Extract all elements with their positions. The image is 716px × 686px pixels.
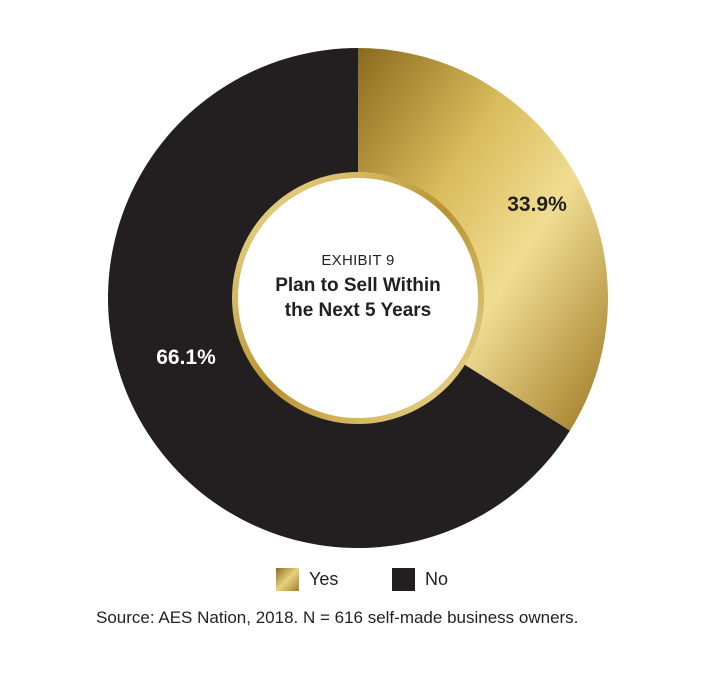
inner-hole bbox=[238, 178, 478, 418]
chart-center-text: EXHIBIT 9 Plan to Sell Within the Next 5… bbox=[258, 252, 458, 323]
legend-label-yes: Yes bbox=[309, 568, 339, 589]
chart-title-line-1: Plan to Sell Within bbox=[275, 275, 441, 296]
legend-swatch-no bbox=[392, 567, 415, 591]
slice-label-no: 66.1% bbox=[156, 346, 216, 369]
legend-item-yes: Yes bbox=[276, 567, 338, 591]
source-note: Source: AES Nation, 2018. N = 616 self-m… bbox=[96, 608, 579, 627]
exhibit-label: EXHIBIT 9 bbox=[321, 252, 395, 269]
legend-swatch-yes bbox=[276, 567, 299, 591]
chart-title: Plan to Sell Within the Next 5 Years bbox=[258, 273, 458, 323]
legend-item-no: No bbox=[392, 567, 448, 591]
donut-chart: 33.9% 66.1% bbox=[108, 48, 608, 548]
donut-slice-no bbox=[108, 48, 570, 548]
donut-slice-yes bbox=[358, 48, 608, 431]
legend-label-no: No bbox=[425, 568, 449, 589]
chart-title-line-2: the Next 5 Years bbox=[284, 300, 432, 321]
slice-label-yes: 33.9% bbox=[507, 193, 567, 216]
chart-legend: Yes No bbox=[0, 567, 716, 591]
